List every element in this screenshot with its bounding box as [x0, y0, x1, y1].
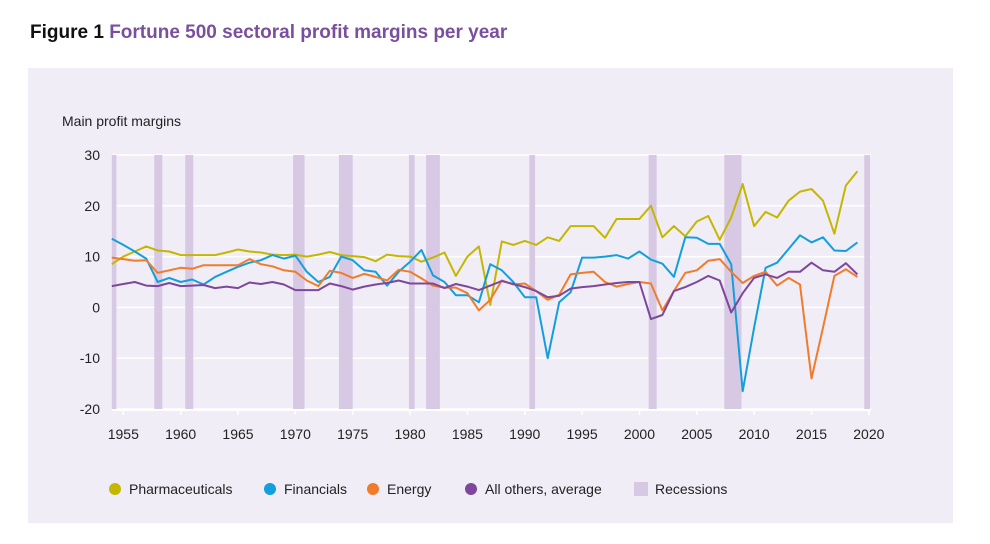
y-axis-label: Main profit margins	[62, 113, 181, 129]
legend-marker	[109, 483, 121, 495]
x-tick-label: 2005	[681, 426, 712, 442]
series-line-energy	[111, 256, 858, 380]
recession-band	[529, 155, 536, 409]
recession-band	[338, 155, 353, 409]
x-tick-label: 1990	[509, 426, 540, 442]
legend-marker	[465, 483, 477, 495]
y-tick-label: -10	[80, 350, 100, 366]
x-tick-label: 1965	[222, 426, 253, 442]
recession-band	[864, 155, 870, 409]
figure-title-text: Fortune 500 sectoral profit margins per …	[109, 22, 508, 43]
y-tick-label: 20	[84, 198, 100, 214]
legend-marker	[367, 483, 379, 495]
x-tick-label: 1985	[452, 426, 483, 442]
y-tick-label: 0	[92, 299, 100, 315]
series-line-pharmaceuticals	[111, 170, 859, 306]
recession-band	[293, 155, 305, 409]
figure-title: Figure 1 Fortune 500 sectoral profit mar…	[30, 22, 507, 44]
x-tick-label: 2000	[624, 426, 655, 442]
x-tick-label: 1995	[567, 426, 598, 442]
x-tick-label: 1980	[394, 426, 425, 442]
legend-label: Financials	[284, 481, 347, 497]
chart-panel	[28, 68, 953, 523]
recession-band	[648, 155, 657, 409]
x-tick-label: 2015	[796, 426, 827, 442]
legend-label: Recessions	[655, 481, 727, 497]
legend-marker	[634, 482, 648, 496]
recession-band	[426, 155, 440, 409]
legend-label: Pharmaceuticals	[129, 481, 233, 497]
x-tick-label: 2010	[739, 426, 770, 442]
legend-label: Energy	[387, 481, 431, 497]
legend-marker	[264, 483, 276, 495]
x-tick-label: 1960	[165, 426, 196, 442]
series-line-all-others-average	[111, 261, 859, 321]
legend-label: All others, average	[485, 481, 602, 497]
y-tick-label: 30	[84, 147, 100, 163]
series-line-financials	[111, 234, 858, 393]
figure-label: Figure 1	[30, 22, 104, 43]
recession-band	[111, 155, 117, 409]
x-tick-label: 1975	[337, 426, 368, 442]
recession-band	[185, 155, 194, 409]
y-tick-label: -20	[80, 401, 100, 417]
x-tick-label: 2020	[853, 426, 884, 442]
recession-band	[408, 155, 415, 409]
x-tick-label: 1970	[280, 426, 311, 442]
y-tick-label: 10	[84, 249, 100, 265]
x-tick-label: 1955	[108, 426, 139, 442]
